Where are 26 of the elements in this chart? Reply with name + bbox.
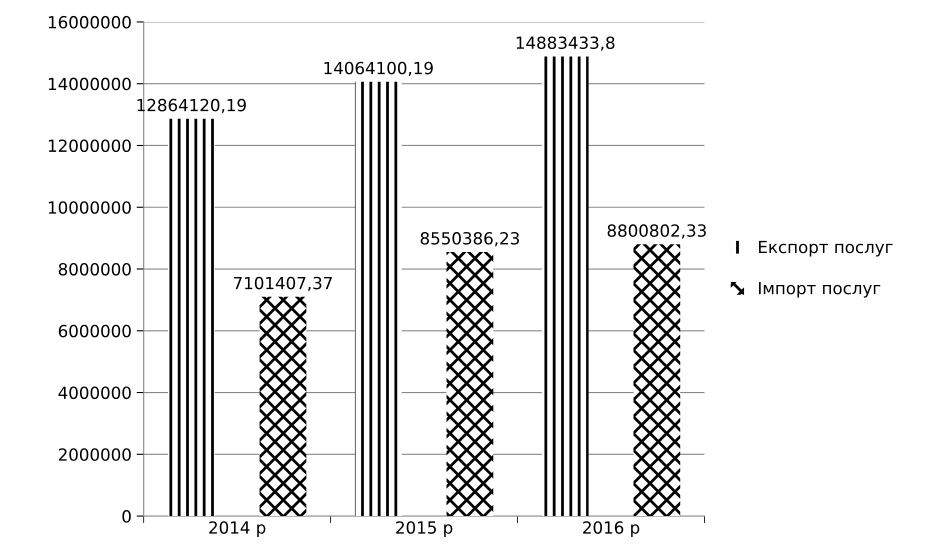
y-tick-label: 8000000 [58, 262, 131, 276]
data-label: 12864120,19 [138, 98, 246, 114]
y-tick-label: 6000000 [58, 324, 131, 338]
bar [446, 252, 494, 516]
x-tick-label: 2014 р [209, 521, 266, 538]
y-tick-label: 16000000 [48, 16, 131, 29]
legend-label: Експорт послуг [759, 240, 893, 257]
bar [354, 82, 402, 516]
data-label: 14883433,8 [516, 36, 614, 51]
bar [260, 296, 306, 516]
y-tick-label: 4000000 [58, 386, 131, 400]
bar [542, 56, 589, 516]
x-tick-label: 2016 р [583, 521, 640, 538]
bar [633, 244, 680, 516]
y-tick-label: 0 [122, 510, 131, 523]
data-label: 14064100,19 [324, 62, 433, 76]
data-label: 8800802,33 [608, 224, 706, 239]
legend-label: Імпорт послуг [759, 282, 880, 298]
y-tick-label: 12000000 [48, 139, 131, 152]
bar [168, 118, 215, 516]
data-label: 7101407,37 [234, 276, 332, 292]
y-tick-label: 10000000 [48, 201, 131, 214]
x-tick-label: 2015 р [396, 521, 452, 538]
data-label: 8550386,23 [420, 232, 519, 246]
y-tick-label: 14000000 [48, 78, 131, 90]
y-tick-label: 2000000 [58, 448, 131, 461]
